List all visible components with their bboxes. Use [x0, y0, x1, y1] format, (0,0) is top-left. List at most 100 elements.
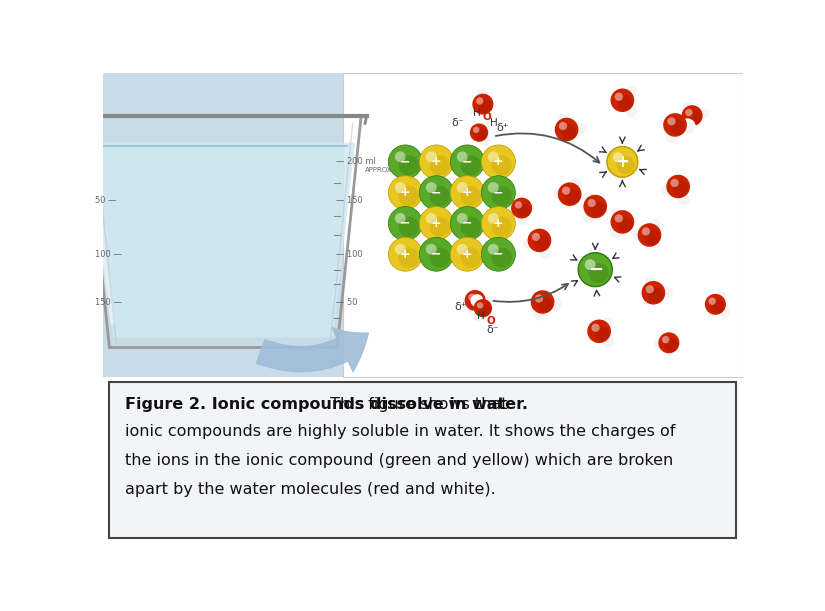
Circle shape — [683, 122, 695, 134]
Circle shape — [644, 230, 659, 245]
Text: −: − — [587, 261, 603, 279]
Text: −: − — [462, 155, 473, 169]
Circle shape — [460, 247, 481, 268]
Circle shape — [530, 290, 554, 314]
Circle shape — [478, 89, 488, 100]
Circle shape — [590, 201, 606, 216]
Circle shape — [540, 247, 551, 259]
Circle shape — [622, 102, 639, 119]
Text: O: O — [483, 112, 492, 122]
Circle shape — [465, 304, 480, 318]
Circle shape — [473, 93, 493, 115]
Text: +: + — [493, 155, 504, 169]
Circle shape — [395, 244, 406, 255]
Circle shape — [547, 296, 563, 312]
Circle shape — [640, 273, 657, 290]
Circle shape — [666, 132, 677, 144]
Text: the ions in the ionic compound (green and yellow) which are broken: the ions in the ionic compound (green an… — [125, 453, 673, 468]
Circle shape — [562, 186, 570, 195]
Circle shape — [474, 299, 492, 317]
Circle shape — [430, 155, 450, 175]
Circle shape — [649, 219, 661, 230]
Text: — 50: — 50 — [336, 298, 357, 307]
Circle shape — [671, 179, 679, 187]
Circle shape — [662, 336, 669, 343]
Circle shape — [550, 299, 562, 311]
Text: — 200 ml: — 200 ml — [336, 158, 375, 166]
Circle shape — [492, 155, 512, 175]
Text: H: H — [473, 108, 480, 118]
Text: Figure 2. Ionic compounds dissolve in water.: Figure 2. Ionic compounds dissolve in wa… — [125, 397, 528, 412]
Circle shape — [478, 119, 492, 131]
Circle shape — [617, 95, 633, 110]
Circle shape — [564, 189, 580, 204]
Circle shape — [553, 188, 564, 200]
Text: δ⁻: δ⁻ — [487, 325, 499, 335]
Circle shape — [583, 192, 595, 204]
Text: +: + — [493, 217, 504, 230]
Circle shape — [587, 320, 611, 343]
Circle shape — [507, 202, 517, 212]
Circle shape — [465, 101, 480, 115]
Circle shape — [389, 145, 422, 179]
Circle shape — [566, 175, 582, 191]
Circle shape — [478, 100, 492, 113]
Circle shape — [395, 152, 406, 162]
Text: +: + — [431, 155, 441, 169]
Circle shape — [578, 253, 612, 287]
Circle shape — [610, 227, 622, 239]
Circle shape — [473, 126, 479, 133]
Text: 50 —: 50 — — [96, 196, 117, 205]
Circle shape — [574, 123, 586, 135]
Circle shape — [610, 210, 634, 234]
Circle shape — [675, 190, 691, 207]
Circle shape — [667, 175, 690, 199]
Circle shape — [570, 178, 582, 190]
Circle shape — [681, 105, 703, 126]
Text: −: − — [493, 248, 503, 261]
Circle shape — [474, 86, 488, 101]
Circle shape — [457, 213, 468, 224]
Circle shape — [561, 124, 577, 139]
Circle shape — [511, 197, 532, 219]
Circle shape — [517, 203, 530, 217]
Text: ionic compounds are highly soluble in water. It shows the charges of: ionic compounds are highly soluble in wa… — [125, 423, 675, 439]
Circle shape — [646, 215, 662, 232]
Circle shape — [667, 117, 676, 125]
Circle shape — [642, 281, 665, 304]
Text: — 100: — 100 — [336, 250, 362, 259]
Text: H: H — [490, 119, 497, 128]
Circle shape — [470, 296, 484, 309]
Text: +: + — [431, 217, 441, 230]
Circle shape — [664, 338, 678, 352]
Circle shape — [606, 204, 623, 221]
Circle shape — [474, 297, 483, 306]
Circle shape — [469, 104, 478, 114]
Circle shape — [537, 297, 553, 312]
Circle shape — [528, 229, 551, 252]
Circle shape — [419, 237, 454, 271]
Text: This figure shows that: This figure shows that — [325, 397, 507, 412]
Circle shape — [679, 99, 694, 114]
Circle shape — [533, 309, 545, 321]
Text: −: − — [431, 248, 441, 261]
Text: APPROX: APPROX — [365, 167, 393, 172]
Circle shape — [558, 183, 582, 206]
Circle shape — [518, 215, 528, 225]
Circle shape — [602, 317, 614, 329]
Text: −: − — [462, 217, 473, 230]
Circle shape — [598, 333, 615, 349]
Circle shape — [457, 182, 468, 193]
Circle shape — [554, 118, 578, 141]
Circle shape — [482, 296, 493, 306]
Circle shape — [457, 244, 468, 255]
Text: 100 —: 100 — — [96, 250, 122, 259]
Circle shape — [534, 235, 549, 251]
Circle shape — [481, 237, 516, 271]
Circle shape — [625, 106, 637, 117]
Circle shape — [477, 302, 483, 309]
Text: δ⁺: δ⁺ — [455, 302, 468, 312]
Circle shape — [478, 134, 492, 147]
Circle shape — [686, 109, 693, 116]
Text: +: + — [462, 248, 473, 261]
